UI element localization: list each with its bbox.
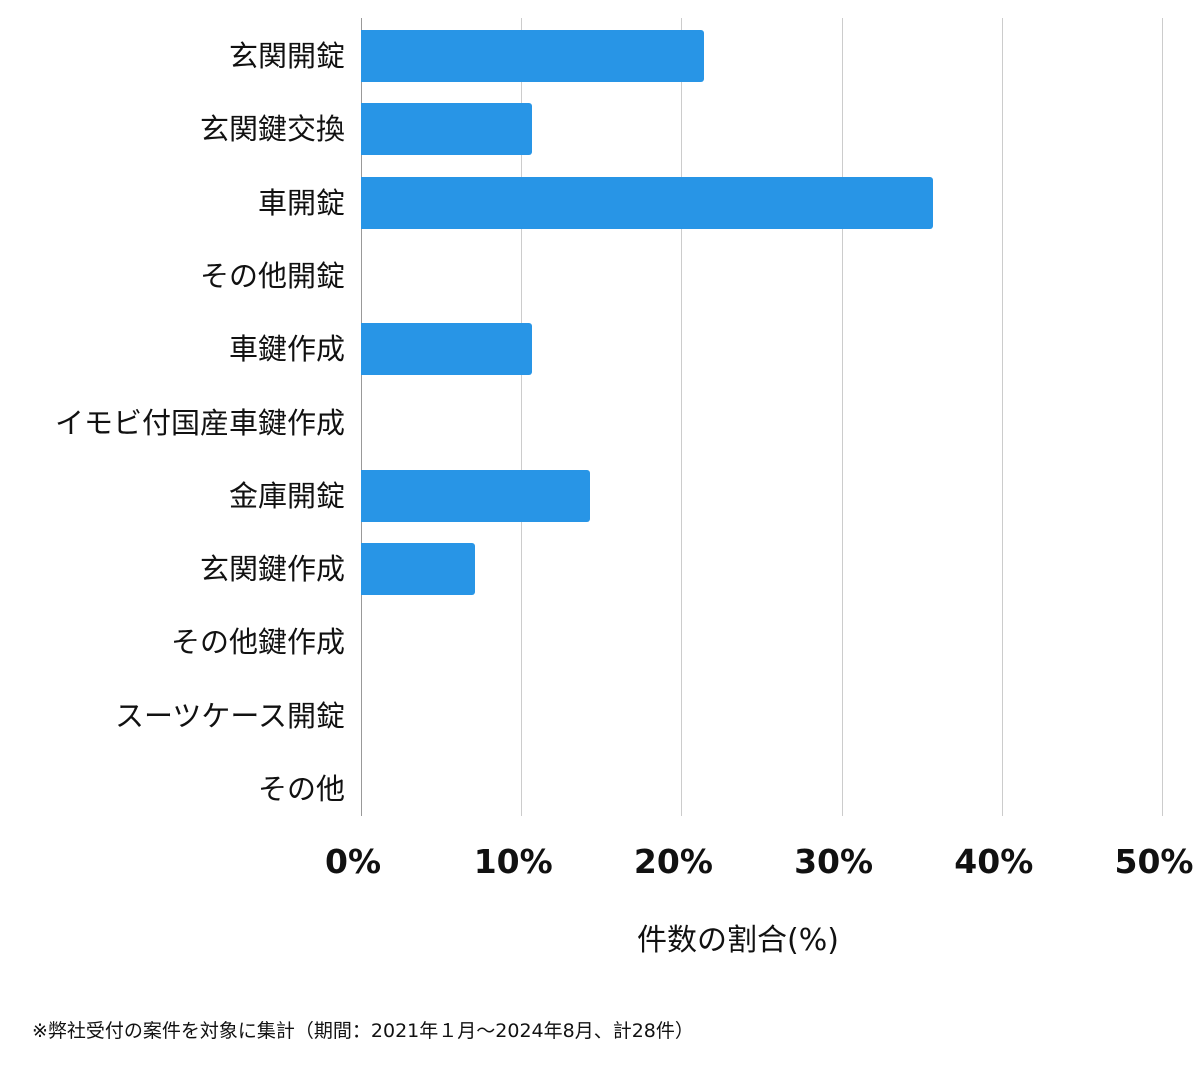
category-label: イモビ付国産車鍵作成	[54, 405, 345, 440]
x-axis-label: 件数の割合(%)	[637, 923, 839, 958]
category-label: 車鍵作成	[228, 332, 345, 367]
x-tick-label: 20%	[633, 842, 713, 881]
bar	[361, 103, 533, 156]
category-label: その他開錠	[199, 258, 345, 293]
x-tick-label: 50%	[1114, 842, 1194, 881]
gridline	[1001, 18, 1003, 816]
category-label: その他	[257, 772, 345, 806]
category-label: 玄関鍵交換	[199, 112, 345, 147]
category-label: スーツケース開錠	[115, 698, 345, 733]
x-tick-label: 30%	[794, 842, 874, 881]
category-label: 金庫開錠	[228, 478, 345, 513]
bar	[361, 176, 933, 229]
category-label: 玄関開錠	[228, 39, 345, 73]
bar	[361, 323, 533, 376]
bar	[361, 30, 704, 82]
gridline	[521, 18, 523, 816]
x-tick-label: 40%	[954, 842, 1034, 881]
plot-area	[361, 18, 1163, 816]
bar	[361, 543, 475, 596]
gridline	[681, 18, 683, 816]
category-label: 玄関鍵作成	[199, 552, 345, 587]
footnote: ※弊社受付の案件を対象に集計（期間：2021年１月〜2024年8月、計28件）	[32, 1020, 694, 1042]
bar	[361, 469, 591, 522]
x-tick-label: 0%	[324, 842, 382, 881]
gridline	[841, 18, 843, 816]
category-label: 車開錠	[257, 185, 345, 220]
gridline	[361, 18, 362, 816]
gridline	[1162, 18, 1163, 816]
category-label: その他鍵作成	[170, 625, 345, 660]
x-tick-label: 10%	[473, 842, 553, 881]
